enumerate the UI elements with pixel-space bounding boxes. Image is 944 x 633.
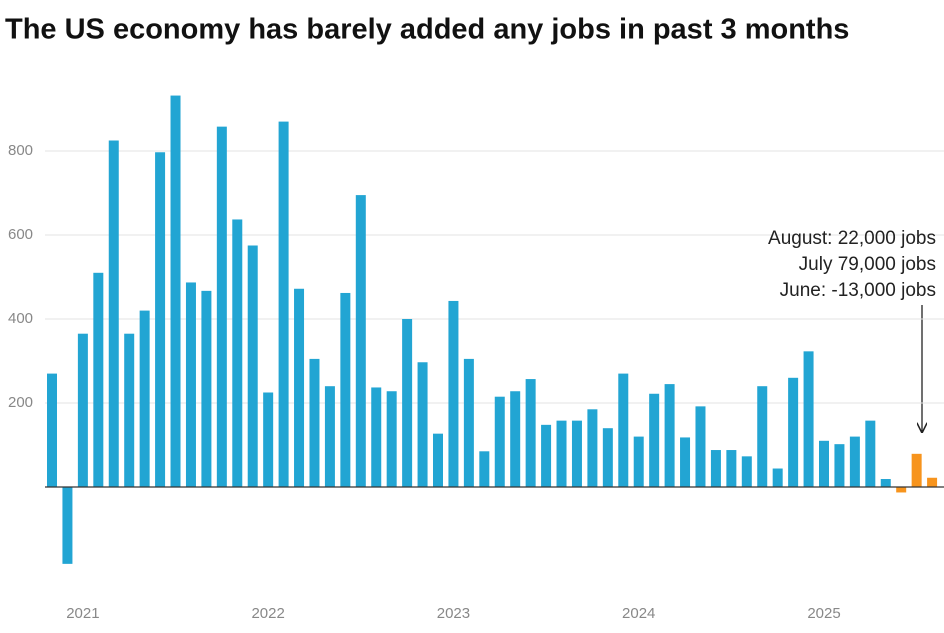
bar [433, 433, 443, 487]
x-tick-label: 2021 [66, 605, 99, 622]
bar [726, 450, 737, 487]
bar [309, 358, 320, 487]
bar [155, 152, 166, 487]
bar [602, 428, 613, 487]
bar [62, 487, 73, 564]
bar [633, 436, 644, 487]
annotation: June: -13,000 jobs [780, 280, 936, 301]
bar [556, 420, 567, 487]
bar [355, 195, 366, 487]
bar [108, 140, 119, 487]
bar [340, 292, 351, 487]
bar [880, 479, 891, 487]
bar [386, 391, 397, 487]
bar [896, 487, 907, 493]
x-tick-label: 2024 [622, 605, 655, 622]
bar [865, 420, 876, 487]
bar [803, 351, 814, 487]
bar [278, 121, 289, 487]
bar [247, 245, 258, 487]
bar [324, 386, 335, 487]
y-tick-label: 400 [8, 310, 33, 327]
bar [124, 333, 135, 487]
bar [77, 333, 88, 487]
bar [649, 393, 660, 487]
y-tick-label: 200 [8, 394, 33, 411]
bar [47, 373, 57, 487]
bar [772, 468, 783, 487]
x-tick-label: 2025 [807, 605, 840, 622]
bar [93, 272, 104, 487]
bar [911, 453, 922, 487]
bar [448, 300, 459, 487]
x-tick-label: 2022 [251, 605, 284, 622]
bar [788, 377, 799, 487]
bar [525, 379, 536, 487]
bar [741, 456, 752, 487]
bar [463, 358, 474, 487]
bar [201, 290, 212, 487]
bar [263, 392, 274, 487]
bar [834, 444, 845, 487]
bar [216, 126, 227, 487]
bar [664, 384, 675, 487]
bar [510, 391, 521, 487]
bar [479, 451, 490, 487]
bar [170, 95, 181, 487]
bar [185, 282, 196, 487]
bar [494, 396, 505, 487]
bar [695, 406, 706, 487]
x-tick-label: 2023 [437, 605, 470, 622]
y-tick-label: 600 [8, 226, 33, 243]
annotation: August: 22,000 jobs [768, 228, 936, 249]
chart-title: The US economy has barely added any jobs… [5, 14, 849, 46]
annotation: July 79,000 jobs [799, 254, 936, 275]
bar [371, 387, 382, 487]
bar [757, 386, 768, 487]
bar [710, 450, 721, 487]
bar [819, 440, 829, 487]
bar [294, 288, 305, 487]
y-tick-label: 800 [8, 142, 33, 159]
bar [571, 420, 582, 487]
bar [587, 409, 598, 487]
bar [927, 477, 938, 487]
bar [541, 424, 552, 487]
bar [849, 436, 860, 487]
bar [618, 373, 629, 487]
bar [139, 310, 150, 487]
bar [402, 319, 413, 487]
bar [232, 219, 243, 487]
bar [417, 362, 428, 487]
bar [680, 437, 691, 487]
